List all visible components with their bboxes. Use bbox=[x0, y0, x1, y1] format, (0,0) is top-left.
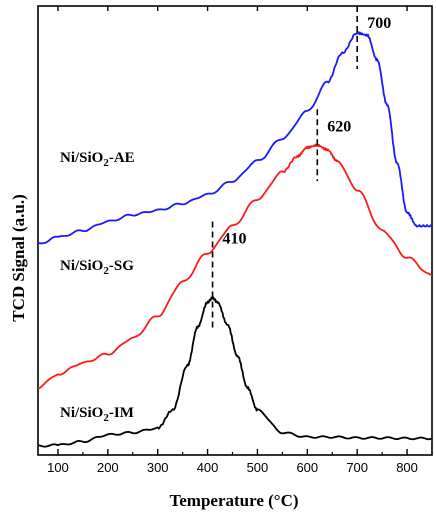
x-tick-label: 700 bbox=[346, 460, 368, 475]
series-label-suffix: -AE bbox=[109, 150, 135, 166]
tick-layer: 100 200 300 400 500 600 700 800 bbox=[47, 6, 433, 475]
plot-frame bbox=[37, 5, 433, 456]
series-label-subscript: 2 bbox=[103, 157, 109, 169]
series-line-3 bbox=[37, 296, 433, 448]
x-tick-label: 300 bbox=[147, 460, 169, 475]
peak-label-2: 620 bbox=[327, 118, 351, 135]
x-tick-label: 400 bbox=[197, 460, 219, 475]
x-tick-label: 500 bbox=[247, 460, 269, 475]
series-label-subscript: 2 bbox=[103, 265, 109, 277]
x-tick-label: 800 bbox=[396, 460, 418, 475]
x-tick-label: 200 bbox=[97, 460, 119, 475]
series-label-prefix: Ni/SiO bbox=[60, 405, 103, 421]
series-label-subscript: 2 bbox=[103, 412, 109, 424]
series-label-suffix: -SG bbox=[109, 258, 134, 274]
x-axis-title: Temperature (°C) bbox=[169, 491, 298, 510]
series-label-prefix: Ni/SiO bbox=[60, 258, 103, 274]
series-layer bbox=[37, 31, 433, 448]
series-label-prefix: Ni/SiO bbox=[60, 150, 103, 166]
y-axis-title: TCD Signal (a.u.) bbox=[9, 194, 28, 322]
series-label-suffix: -IM bbox=[109, 405, 134, 421]
plot-border bbox=[37, 5, 433, 456]
x-tick-label: 100 bbox=[47, 460, 69, 475]
peak-label-3: 410 bbox=[223, 231, 247, 248]
series-line-2 bbox=[37, 143, 433, 390]
annotation-layer: 700 620 410 bbox=[211, 6, 391, 330]
series-label-2: Ni/SiO2-SG bbox=[60, 258, 134, 277]
series-line-1 bbox=[37, 31, 433, 245]
series-label-3: Ni/SiO2-IM bbox=[60, 405, 134, 424]
series-label-1: Ni/SiO2-AE bbox=[60, 150, 135, 169]
peak-label-1: 700 bbox=[367, 15, 391, 32]
x-tick-label: 600 bbox=[296, 460, 318, 475]
